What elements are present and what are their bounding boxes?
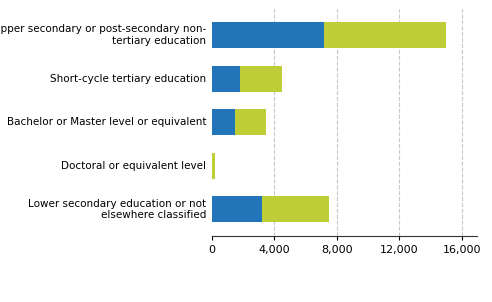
Bar (235, 109, 266, 135)
Bar (212, 66, 240, 92)
Bar (212, 153, 215, 179)
Bar (212, 109, 235, 135)
Bar (262, 196, 329, 223)
Bar (324, 22, 446, 48)
Bar (212, 196, 262, 223)
Bar (240, 66, 282, 92)
Bar (212, 22, 324, 48)
